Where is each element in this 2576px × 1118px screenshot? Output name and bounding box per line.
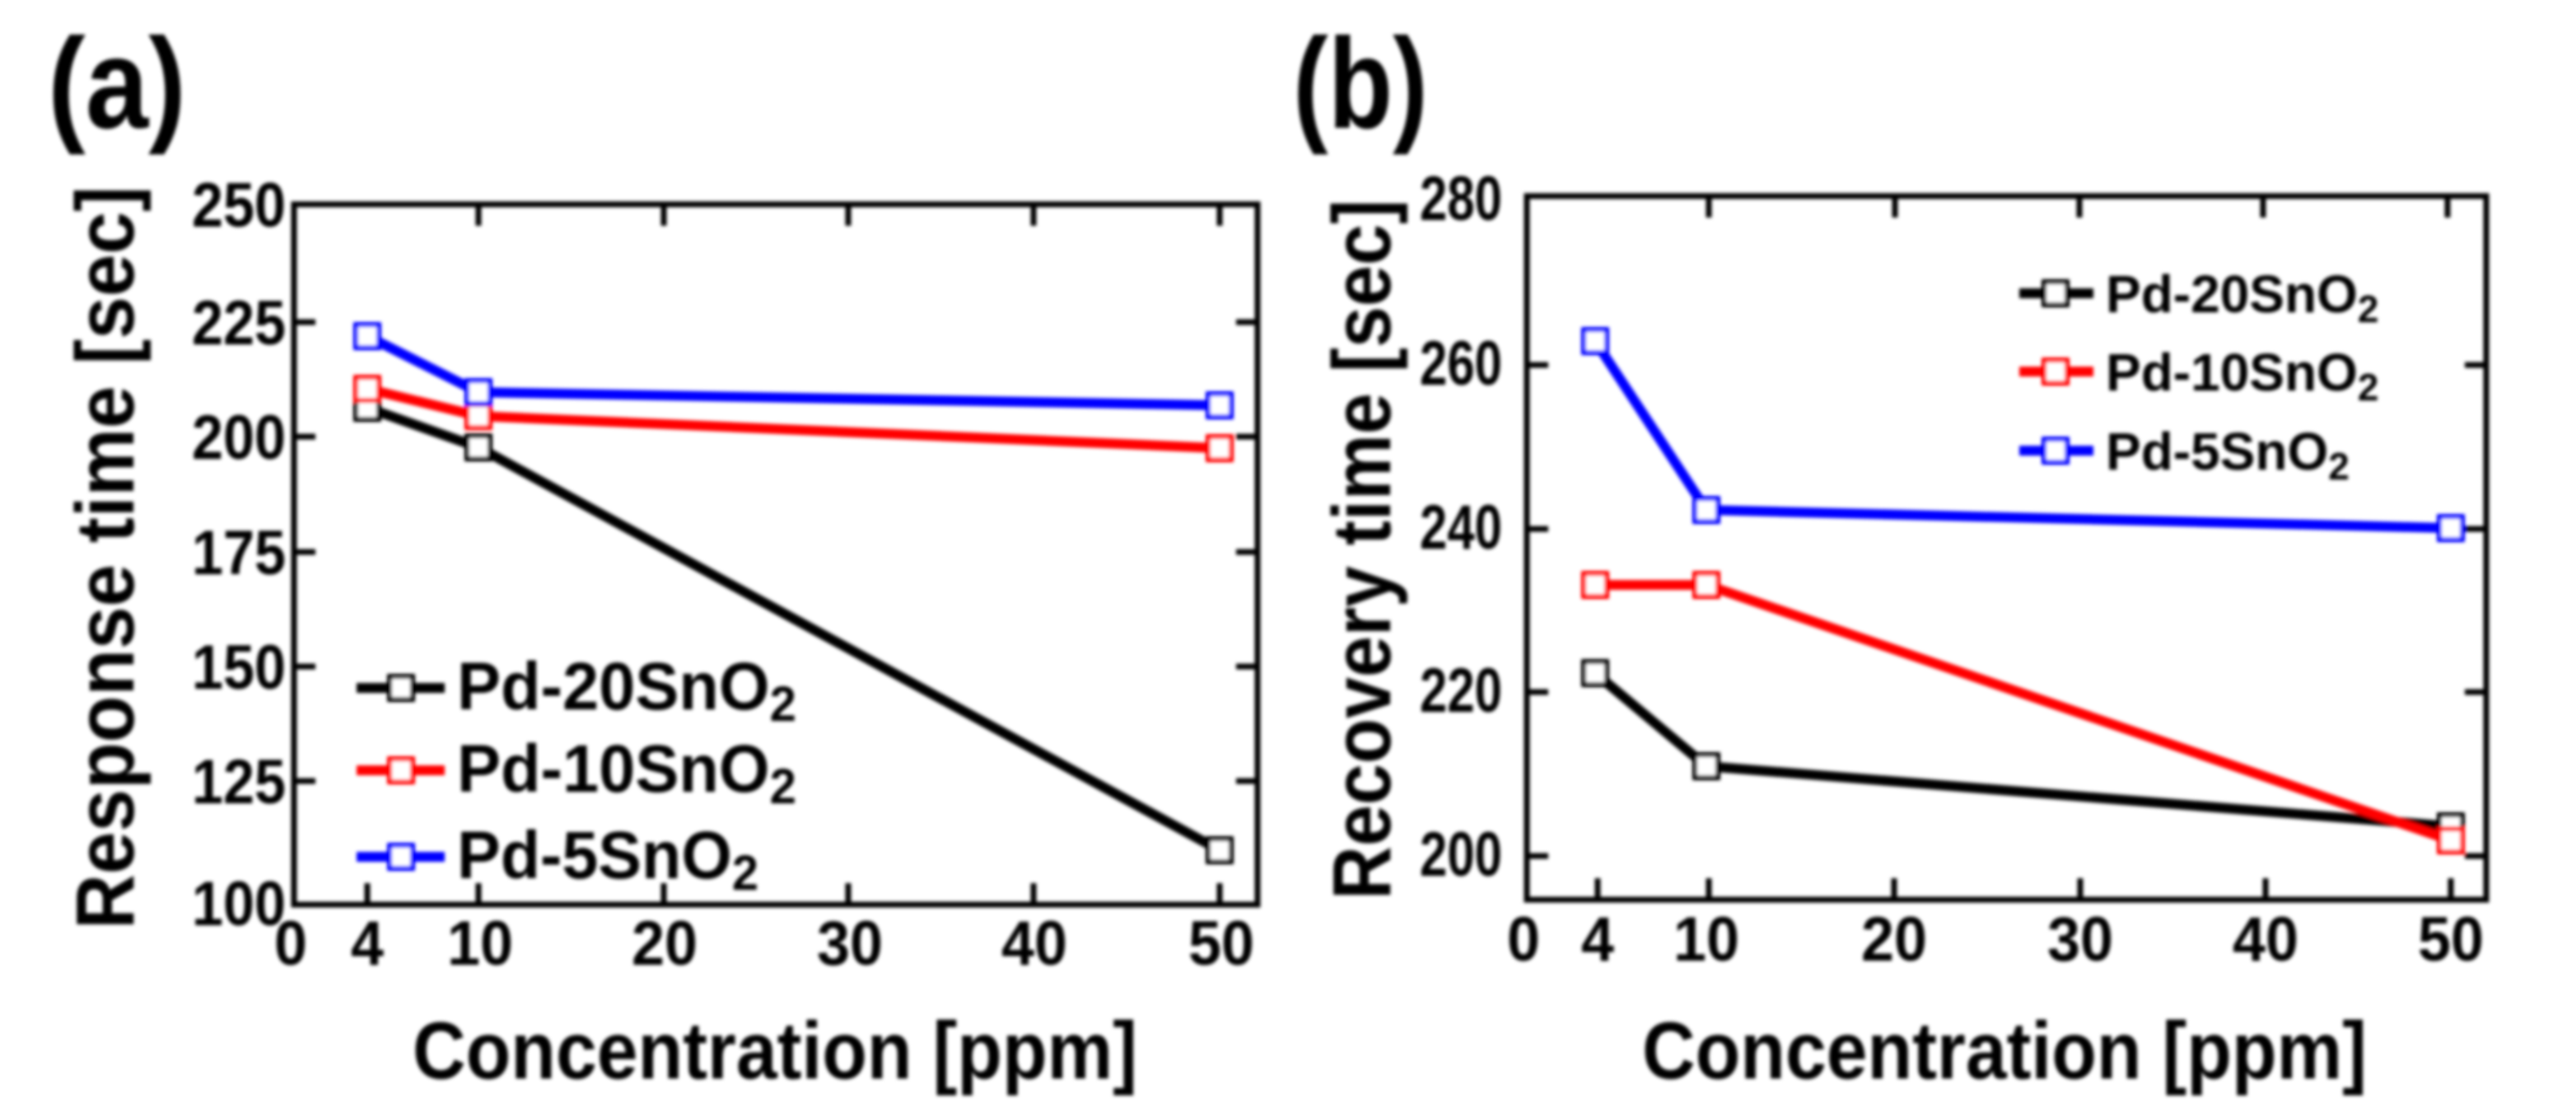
- svg-text:260: 260: [1420, 329, 1502, 399]
- svg-text:Pd-20SnO2: Pd-20SnO2: [2106, 264, 2378, 330]
- svg-text:125: 125: [192, 747, 286, 817]
- svg-text:100: 100: [192, 869, 286, 939]
- svg-text:200: 200: [192, 403, 286, 473]
- svg-text:220: 220: [1420, 656, 1502, 726]
- svg-text:40: 40: [2233, 905, 2298, 975]
- svg-text:Pd-10SnO2: Pd-10SnO2: [457, 732, 796, 814]
- svg-text:20: 20: [1861, 905, 1927, 975]
- svg-text:Pd-10SnO2: Pd-10SnO2: [2106, 343, 2378, 409]
- svg-text:175: 175: [192, 518, 286, 588]
- svg-text:Pd-5SnO2: Pd-5SnO2: [457, 818, 758, 900]
- svg-text:Concentration [ppm]: Concentration [ppm]: [413, 1005, 1137, 1096]
- svg-text:150: 150: [192, 633, 286, 703]
- svg-text:250: 250: [192, 171, 286, 241]
- svg-text:0: 0: [1507, 905, 1540, 975]
- svg-text:200: 200: [1420, 820, 1502, 890]
- svg-text:240: 240: [1420, 493, 1502, 563]
- svg-text:40: 40: [1001, 909, 1067, 979]
- svg-text:4: 4: [1581, 905, 1614, 975]
- svg-text:Recovery time [sec]: Recovery time [sec]: [1316, 199, 1408, 900]
- svg-text:Concentration [ppm]: Concentration [ppm]: [1642, 1005, 2367, 1096]
- svg-text:30: 30: [817, 909, 883, 979]
- svg-text:Pd-5SnO2: Pd-5SnO2: [2106, 422, 2350, 488]
- svg-text:(b): (b): [1293, 12, 1428, 156]
- svg-text:4: 4: [351, 909, 384, 979]
- svg-text:20: 20: [632, 909, 698, 979]
- svg-text:10: 10: [1673, 905, 1739, 975]
- svg-text:Pd-20SnO2: Pd-20SnO2: [457, 649, 796, 732]
- svg-text:225: 225: [192, 288, 286, 358]
- svg-text:280: 280: [1420, 164, 1502, 234]
- svg-text:Response time [sec]: Response time [sec]: [59, 186, 152, 929]
- svg-text:10: 10: [447, 909, 513, 979]
- svg-text:50: 50: [2418, 905, 2484, 975]
- svg-text:(a): (a): [48, 12, 186, 156]
- svg-text:0: 0: [274, 909, 307, 979]
- svg-text:50: 50: [1188, 909, 1254, 979]
- svg-text:30: 30: [2047, 905, 2113, 975]
